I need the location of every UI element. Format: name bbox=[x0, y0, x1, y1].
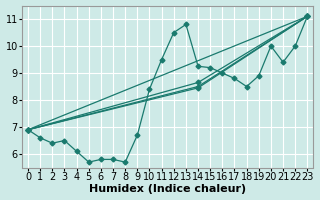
X-axis label: Humidex (Indice chaleur): Humidex (Indice chaleur) bbox=[89, 184, 246, 194]
